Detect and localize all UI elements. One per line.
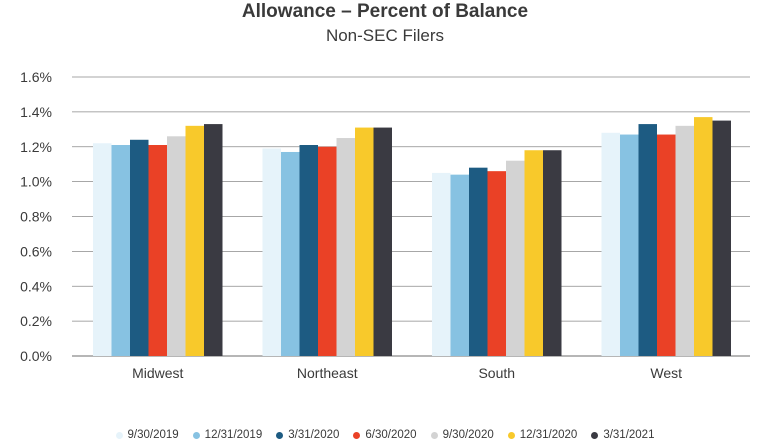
- bar: [469, 167, 488, 356]
- legend-label: 6/30/2020: [365, 429, 417, 441]
- bar: [373, 127, 392, 356]
- legend-item: 9/30/2020: [430, 429, 494, 441]
- y-tick-label: 1.2%: [20, 139, 52, 155]
- y-tick-label: 0.4%: [20, 278, 52, 294]
- y-tick-label: 0.2%: [20, 313, 52, 329]
- legend-label: 3/31/2020: [288, 429, 340, 441]
- chart-header: Allowance – Percent of Balance Non-SEC F…: [0, 0, 770, 47]
- bar: [336, 138, 355, 356]
- chart-legend: 9/30/2019 12/31/2019 3/31/2020 6/30/2020 9/3…: [0, 429, 770, 441]
- bar: [111, 145, 130, 356]
- legend-label: 12/31/2020: [519, 429, 578, 441]
- legend-label: 12/31/2019: [204, 429, 263, 441]
- y-tick-label: 1.4%: [20, 104, 52, 120]
- bar: [167, 136, 186, 356]
- bar: [299, 145, 318, 356]
- bar: [262, 148, 281, 356]
- bar: [601, 132, 620, 356]
- legend-label: 3/31/2021: [603, 429, 655, 441]
- bar: [204, 124, 223, 356]
- legend-label: 9/30/2019: [127, 429, 179, 441]
- bar: [93, 143, 112, 356]
- y-tick-label: 1.6%: [20, 69, 52, 85]
- bar: [487, 171, 506, 356]
- y-tick-label: 0.8%: [20, 209, 52, 225]
- bar: [657, 134, 676, 356]
- y-tick-label: 1.0%: [20, 174, 52, 190]
- bar: [281, 151, 300, 356]
- chart-subtitle: Non-SEC Filers: [325, 26, 445, 45]
- legend-label: 9/30/2020: [442, 429, 494, 441]
- x-category-label: West: [650, 365, 682, 381]
- legend-item: 9/30/2019: [115, 429, 179, 441]
- legend-item: 3/31/2020: [276, 429, 339, 441]
- x-category-label: South: [478, 365, 515, 381]
- bar: [712, 120, 731, 356]
- bar: [185, 125, 204, 356]
- legend-swatch: [430, 431, 438, 439]
- legend-item: 12/31/2020: [507, 429, 578, 441]
- bar: [506, 160, 525, 356]
- bar: [638, 124, 657, 356]
- bar: [543, 150, 562, 356]
- legend-swatch: [353, 431, 361, 439]
- bar-chart: 0.0% 0.2% 0.4% 0.6% 0.8% 1.0% 1.2% 1.4% 1.6% Midw…: [20, 69, 750, 381]
- bar: [318, 146, 337, 356]
- chart-title: Allowance – Percent of Balance: [241, 1, 529, 22]
- x-category-label: Northeast: [297, 365, 358, 381]
- bar: [355, 127, 374, 356]
- bar: [450, 174, 469, 356]
- legend-swatch: [507, 431, 515, 439]
- bar: [620, 134, 639, 356]
- x-category-label: Midwest: [132, 365, 183, 381]
- bar: [675, 125, 694, 356]
- legend-swatch: [276, 431, 284, 439]
- bar: [432, 172, 451, 356]
- legend-swatch: [591, 431, 599, 439]
- bar: [524, 150, 543, 356]
- legend-swatch: [115, 431, 123, 439]
- legend-item: 12/31/2019: [192, 429, 263, 441]
- legend-item: 6/30/2020: [353, 429, 417, 441]
- legend-swatch: [192, 431, 200, 439]
- bar: [148, 145, 167, 356]
- y-tick-label: 0.0%: [20, 348, 52, 364]
- legend-item: 3/31/2021: [591, 429, 654, 441]
- bar: [694, 117, 713, 356]
- y-tick-label: 0.6%: [20, 243, 52, 259]
- bar: [130, 139, 149, 356]
